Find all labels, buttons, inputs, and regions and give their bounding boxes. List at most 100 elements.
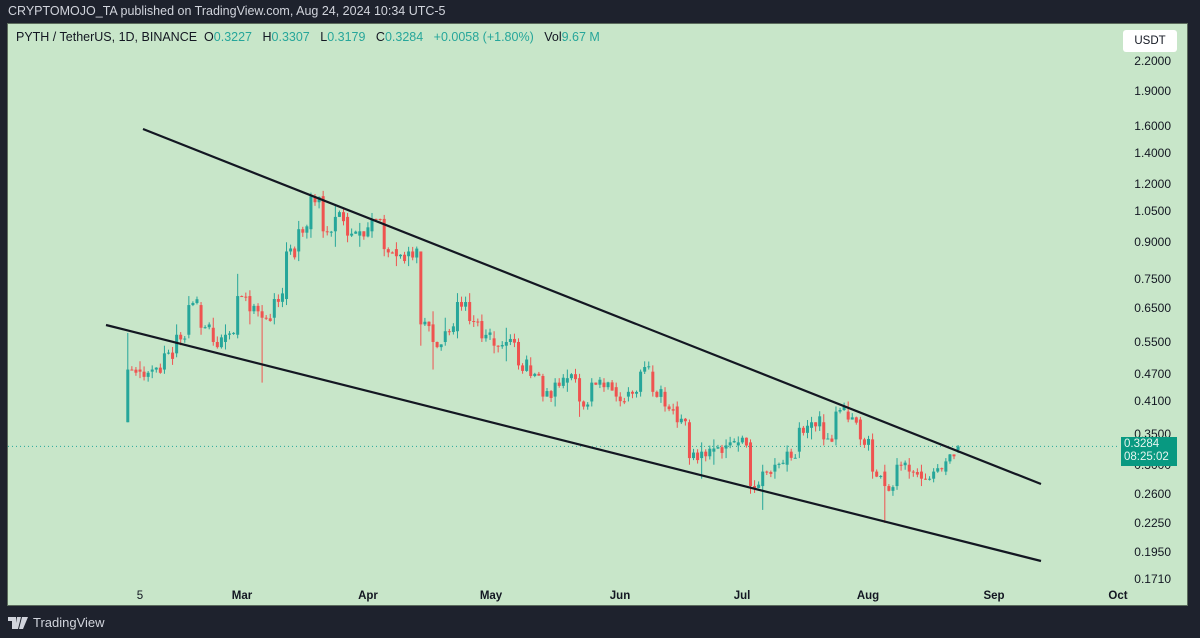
candle-body [305, 226, 309, 233]
candlestick-plot[interactable] [8, 24, 1189, 607]
candle-body [887, 486, 891, 491]
candle-body [541, 375, 545, 397]
candle-body [268, 318, 272, 321]
current-price: 0.3284 [1124, 438, 1160, 450]
candle-body [932, 471, 936, 479]
candle-body [940, 468, 944, 470]
candle-body [903, 462, 907, 466]
price-tick: 1.9000 [1134, 83, 1171, 98]
candle-body [716, 447, 720, 449]
candle-body [484, 334, 488, 339]
candle-body [655, 391, 659, 397]
candle-body [276, 299, 280, 302]
low-value: 0.3179 [327, 30, 366, 44]
candle-body [635, 391, 639, 394]
price-tick: 1.0500 [1134, 204, 1171, 219]
candle-body [427, 321, 431, 327]
price-tick: 0.9000 [1134, 235, 1171, 250]
change-value: +0.0058 (+1.80%) [433, 30, 534, 44]
candle-body [769, 472, 773, 474]
candle-body [728, 442, 732, 446]
candle-body [696, 452, 700, 461]
candle-body [439, 344, 443, 348]
candle-body [468, 302, 472, 322]
candle-body [594, 382, 598, 385]
candle-body [382, 218, 386, 250]
candle-body [842, 406, 846, 411]
candle-body [749, 442, 752, 487]
symbol-title: PYTH / TetherUS, 1D, BINANCE [16, 30, 198, 44]
candle-body [891, 487, 895, 491]
candle-body [757, 484, 761, 488]
candle-body [285, 251, 289, 300]
candle-body [814, 422, 818, 427]
candle-body [150, 369, 154, 372]
candle-body [712, 448, 716, 452]
candle-body [895, 464, 899, 487]
candle-body [435, 341, 439, 348]
candle-body [342, 212, 345, 222]
candle-body [374, 218, 378, 220]
candle-body [358, 231, 362, 236]
candle-body [407, 251, 411, 257]
candle-body [280, 293, 284, 302]
lower-trendline[interactable] [105, 323, 1042, 563]
candle-body [936, 468, 940, 472]
publisher-line: CRYPTOMOJO_TA published on TradingView.c… [8, 4, 446, 18]
candle-body [431, 324, 435, 342]
candle-body [211, 327, 215, 342]
high-value: 0.3307 [271, 30, 310, 44]
candle-body [952, 454, 956, 457]
candle-body [614, 387, 618, 397]
price-tick: 2.2000 [1134, 54, 1171, 69]
candle-body [777, 463, 781, 465]
candle-body [529, 365, 533, 376]
candle-body [272, 299, 276, 318]
candle-body [187, 305, 191, 335]
candle-body [907, 464, 911, 472]
candle-body [578, 378, 582, 402]
candle-body [455, 302, 459, 332]
candle-body [744, 437, 748, 446]
candle-body [928, 478, 932, 480]
candle-body [199, 305, 203, 328]
candle-body [158, 367, 162, 373]
candle-body [793, 457, 797, 459]
candle-body [765, 471, 769, 473]
candle-body [130, 369, 134, 371]
candle-body [337, 212, 341, 217]
candle-body [883, 471, 887, 487]
candle-body [138, 369, 142, 372]
candle-body [480, 321, 484, 339]
candle-body [447, 331, 451, 333]
currency-button[interactable]: USDT [1123, 30, 1177, 52]
candle-body [166, 352, 170, 354]
chart-panel[interactable]: PYTH / TetherUS, 1D, BINANCE O0.3227 H0.… [7, 23, 1188, 606]
candle-body [293, 248, 297, 258]
candle-body [789, 451, 793, 458]
candle-body [134, 369, 138, 373]
price-tick: 1.4000 [1134, 145, 1171, 160]
candle-body [366, 227, 370, 237]
candle-body [240, 296, 244, 298]
candle-body [549, 391, 553, 398]
bar-countdown: 08:25:02 [1124, 451, 1169, 463]
candle-body [618, 396, 622, 402]
price-tick: 0.7500 [1134, 272, 1171, 287]
candle-body [626, 391, 630, 397]
candle-body [801, 427, 805, 433]
candle-body [488, 332, 492, 335]
candle-body [203, 327, 207, 329]
candle-body [191, 302, 195, 306]
candle-body [183, 338, 187, 340]
tradingview-brand[interactable]: TradingView [8, 615, 105, 630]
candle-body [175, 334, 179, 354]
candle-body [521, 365, 525, 371]
candle-body [325, 231, 329, 233]
candle-body [858, 419, 862, 440]
candle-body [460, 302, 464, 307]
candle-body [545, 391, 549, 397]
candle-body [586, 404, 590, 407]
candle-body [773, 464, 777, 472]
upper-trendline[interactable] [142, 127, 1042, 486]
